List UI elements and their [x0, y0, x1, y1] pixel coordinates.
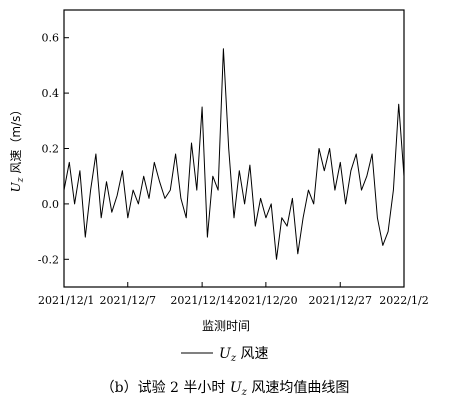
legend-subscript: z — [230, 353, 237, 364]
y-axis-title-symbol: U — [9, 181, 23, 192]
x-tick-label: 2021/12/1 — [38, 294, 94, 307]
x-tick-label: 2021/12/20 — [234, 294, 297, 307]
caption-rest: 风速均值曲线图 — [247, 380, 349, 396]
x-tick-label: 2021/12/7 — [100, 294, 156, 307]
x-tick-label: 2022/1/2 — [379, 294, 428, 307]
y-tick-label: 0.2 — [42, 143, 60, 156]
y-axis-title-rest: 风速（m/s） — [9, 104, 23, 178]
x-tick-label: 2021/12/14 — [170, 294, 233, 307]
plot-area-frame — [63, 9, 405, 288]
y-tick-label: 0.0 — [42, 198, 60, 211]
legend-label-uz: Uz 风速 — [219, 346, 269, 364]
y-tick-label: 0.4 — [42, 87, 60, 100]
legend-rest: 风速 — [236, 346, 268, 362]
caption-subscript: z — [241, 387, 248, 398]
legend: Uz 风速 — [181, 346, 269, 364]
x-tick-label: 2021/12/27 — [309, 294, 372, 307]
legend-symbol: U — [219, 346, 232, 362]
figure-caption: （b）试验 2 半小时 Uz 风速均值曲线图 — [101, 380, 350, 398]
series-line-uz — [63, 48, 405, 260]
caption-symbol: U — [230, 380, 243, 396]
y-ticks: -0.2 0.0 0.2 0.4 0.6 — [38, 32, 69, 266]
y-tick-label: 0.6 — [42, 32, 60, 45]
y-tick-label: -0.2 — [38, 253, 59, 266]
y-axis-title: Uz 风速（m/s） — [9, 104, 26, 193]
x-axis-title: 监测时间 — [202, 319, 250, 333]
y-axis-title-subscript: z — [16, 177, 26, 183]
caption-prefix: （b）试验 2 半小时 — [101, 380, 230, 396]
x-ticks: 2021/12/1 2021/12/7 2021/12/14 2021/12/20 20… — [38, 282, 429, 307]
